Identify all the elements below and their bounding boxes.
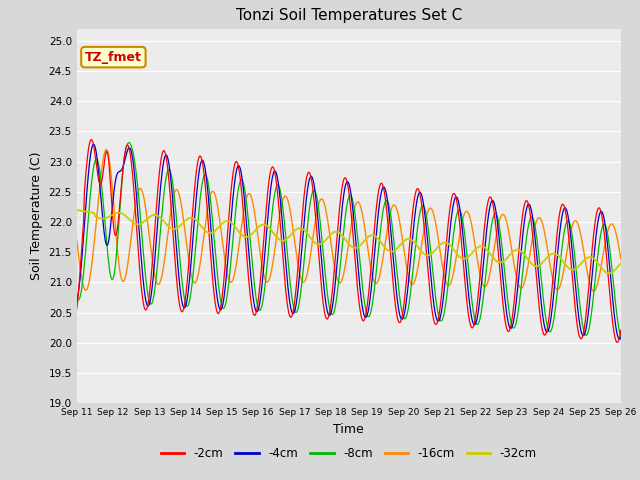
Legend: -2cm, -4cm, -8cm, -16cm, -32cm: -2cm, -4cm, -8cm, -16cm, -32cm: [156, 442, 541, 465]
-8cm: [617, 334, 625, 340]
-8cm: [195, 211, 202, 216]
-2cm: [416, 190, 424, 195]
-16cm: [102, 146, 110, 152]
-32cm: [139, 220, 147, 226]
-16cm: [416, 255, 424, 261]
-2cm: [613, 339, 621, 345]
-32cm: [83, 209, 90, 215]
Line: -16cm: -16cm: [77, 149, 621, 291]
Y-axis label: Soil Temperature (C): Soil Temperature (C): [30, 152, 43, 280]
-2cm: [195, 156, 202, 161]
Line: -2cm: -2cm: [77, 140, 621, 342]
-2cm: [223, 233, 231, 239]
-32cm: [431, 248, 438, 253]
Line: -8cm: -8cm: [77, 143, 621, 337]
-32cm: [73, 207, 81, 213]
Line: -4cm: -4cm: [77, 144, 621, 339]
-16cm: [73, 237, 81, 243]
-4cm: [90, 141, 97, 147]
-16cm: [83, 287, 90, 293]
-4cm: [73, 298, 81, 303]
-2cm: [83, 162, 90, 168]
-8cm: [83, 236, 90, 242]
-4cm: [140, 279, 147, 285]
-32cm: [605, 271, 612, 276]
Title: Tonzi Soil Temperatures Set C: Tonzi Soil Temperatures Set C: [236, 9, 462, 24]
-16cm: [195, 270, 202, 276]
-4cm: [416, 190, 424, 195]
-2cm: [73, 306, 81, 312]
-16cm: [617, 255, 625, 261]
X-axis label: Time: Time: [333, 422, 364, 436]
-4cm: [616, 336, 623, 342]
-16cm: [140, 192, 147, 198]
-8cm: [431, 293, 439, 299]
-4cm: [195, 172, 202, 178]
-4cm: [223, 262, 231, 268]
-8cm: [73, 294, 81, 300]
Text: TZ_fmet: TZ_fmet: [85, 50, 142, 64]
-2cm: [431, 322, 439, 327]
-32cm: [415, 245, 422, 251]
-16cm: [589, 288, 597, 294]
-4cm: [431, 312, 439, 317]
-2cm: [140, 300, 147, 306]
-8cm: [416, 212, 424, 217]
-4cm: [83, 192, 90, 198]
-32cm: [617, 261, 625, 266]
-16cm: [223, 271, 231, 277]
-8cm: [223, 291, 231, 297]
-8cm: [125, 140, 133, 145]
-32cm: [194, 219, 202, 225]
-8cm: [140, 250, 147, 256]
-2cm: [87, 137, 95, 143]
-16cm: [431, 219, 439, 225]
-32cm: [223, 218, 230, 224]
-2cm: [617, 327, 625, 333]
Line: -32cm: -32cm: [77, 210, 621, 274]
-4cm: [617, 335, 625, 341]
